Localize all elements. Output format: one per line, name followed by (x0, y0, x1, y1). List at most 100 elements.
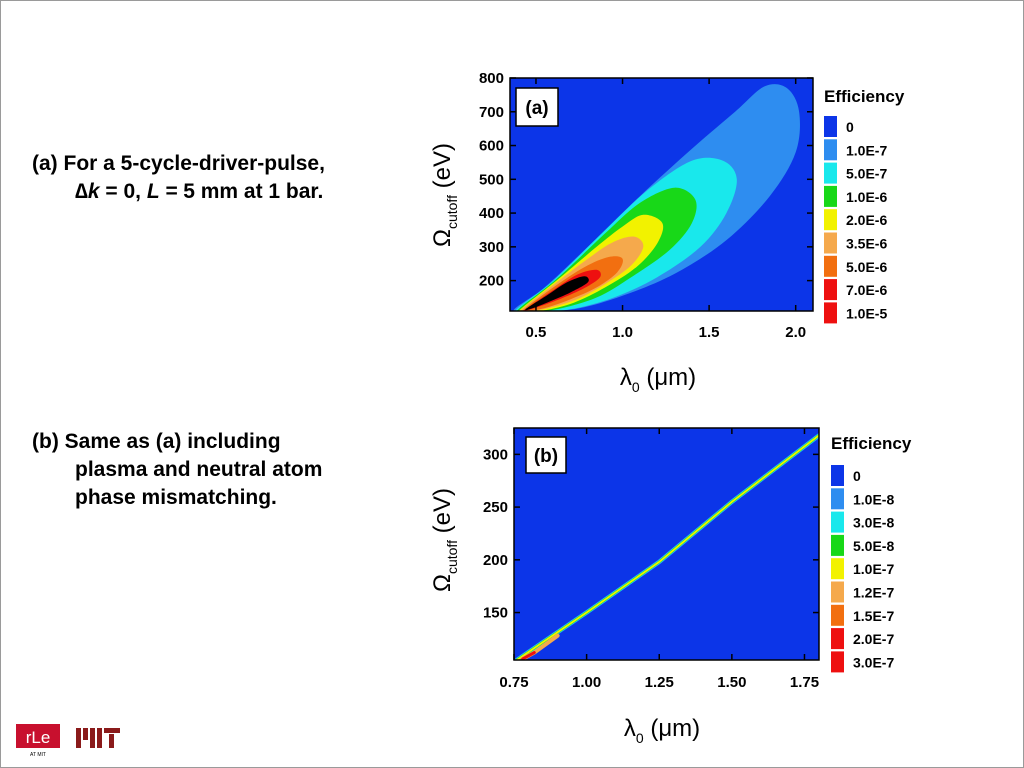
chart-a-frame (509, 77, 814, 312)
chart-b-frame (513, 427, 820, 661)
legend-b-swatch (831, 558, 844, 580)
y-tick-label-a: 200 (479, 273, 504, 290)
chart-b-tag-box (525, 436, 567, 474)
legend-a-label: 0 (846, 119, 854, 135)
contour-a-1.0E-5 (525, 276, 589, 311)
legend-b-swatch (831, 488, 844, 510)
legend-b-swatch (831, 651, 844, 673)
chart-b-xlabel: λ0 (μm) (624, 715, 700, 746)
chart-a-xlabel-symbol: λ (620, 364, 632, 391)
legend-a-label: 1.0E-5 (846, 305, 887, 321)
x-tick-label-a: 0.5 (526, 324, 547, 341)
legend-b-label: 3.0E-8 (853, 515, 894, 531)
chart-b-xlabel-symbol: λ (624, 715, 636, 742)
chart-a-legend: Efficiency 0 1.0E-7 5.0E-7 1.0E-6 2.0E-6 3.5E-… (824, 87, 905, 324)
footer-logos: rLe AT MIT (16, 722, 126, 763)
legend-a-swatch (824, 162, 837, 184)
legend-a-swatch (824, 209, 837, 231)
chart-b-xlabel-unit: (μm) (644, 715, 700, 742)
legend-a-swatch (824, 185, 837, 207)
chart-a-xlabel-unit: (μm) (640, 364, 696, 391)
hotspot-b-red (521, 651, 536, 660)
y-tick-label-a: 500 (479, 171, 504, 188)
legend-a-label: 2.0E-6 (846, 212, 887, 228)
legend-a-label: 3.5E-6 (846, 236, 887, 252)
chart-a-xlabel: λ0 (μm) (620, 364, 696, 395)
x-tick-label-b: 1.00 (572, 674, 601, 691)
legend-b-swatch (831, 581, 844, 603)
rle-logo-text: rLe (26, 728, 51, 747)
legend-a-swatch (824, 302, 837, 324)
x-tick-label-b: 0.75 (499, 674, 528, 691)
caption-a-line2-end: 5 mm at 1 bar. (177, 180, 324, 203)
caption-a-line2: ∆k = 0, L = 5 mm at 1 bar. (32, 178, 325, 206)
legend-b-swatch (831, 465, 844, 486)
chart-b-panel-label: (b) (534, 446, 558, 467)
chart-a-panel-label: (a) (525, 98, 548, 119)
y-tick-label-a: 300 (479, 239, 504, 256)
x-tick-label-a: 1.0 (612, 324, 633, 341)
legend-b-label: 1.0E-8 (853, 491, 894, 507)
legend-a-label: 7.0E-6 (846, 282, 887, 298)
chart-a-ylabel-symbol: Ω (429, 229, 456, 247)
legend-b-label: 1.0E-7 (853, 561, 894, 577)
y-tick-label-a: 700 (479, 104, 504, 121)
caption-a-line2-mid: = 0, (99, 180, 147, 203)
legend-a-swatch (824, 139, 837, 161)
ridge-b-1.0E-7 (516, 434, 819, 660)
legend-b-swatch (831, 628, 844, 650)
legend-a-swatch (824, 255, 837, 277)
chart-b-xlabel-sub: 0 (636, 730, 644, 746)
legend-a-swatch (824, 279, 837, 301)
legend-b-swatch (831, 604, 844, 626)
legend-a-swatch (824, 116, 837, 137)
legend-a-swatch (824, 232, 837, 254)
legend-b-label: 2.0E-7 (853, 631, 894, 647)
y-tick-label-b: 150 (483, 605, 508, 622)
chart-b-ticks: 0.75 1.00 1.25 1.50 1.75 150 200 250 300 (483, 428, 819, 691)
k-variable: k (87, 180, 100, 203)
chart-a-tag-box (515, 87, 559, 127)
legend-b-label: 3.0E-7 (853, 654, 894, 670)
y-tick-label-b: 300 (483, 446, 508, 463)
delta-symbol: ∆ (75, 180, 88, 203)
y-tick-label-a: 400 (479, 205, 504, 222)
y-tick-label-b: 200 (483, 552, 508, 569)
chart-b-ylabel-symbol: Ω (429, 574, 456, 592)
chart-a-ylabel-sub: cutoff (444, 195, 460, 229)
caption-a-line1: (a) For a 5-cycle-driver-pulse, (32, 152, 325, 175)
chart-a-ylabel: Ωcutoff (eV) (429, 143, 460, 247)
x-tick-label-a: 2.0 (785, 324, 806, 341)
rle-logo-subtext: AT MIT (30, 752, 46, 758)
rle-logo (16, 724, 60, 748)
x-tick-label-b: 1.50 (717, 674, 746, 691)
mit-logo (76, 728, 120, 748)
caption-b: (b) Same as (a) including plasma and neu… (32, 428, 322, 512)
legend-b-title: Efficiency (831, 434, 912, 453)
caption-a: (a) For a 5-cycle-driver-pulse, ∆k = 0, … (32, 150, 325, 206)
legend-b-label: 1.5E-7 (853, 608, 894, 624)
chart-a-ylabel-unit: (eV) (429, 143, 456, 195)
legend-b-swatch (831, 534, 844, 556)
legend-a-label: 5.0E-6 (846, 259, 887, 275)
y-tick-label-b: 250 (483, 499, 508, 516)
chart-a-ticks: 0.5 1.0 1.5 2.0 200 300 400 500 600 700 800 (479, 70, 813, 341)
chart-b-ylabel-unit: (eV) (429, 488, 456, 540)
legend-a-label: 5.0E-7 (846, 166, 887, 182)
chart-a-xlabel-sub: 0 (632, 379, 640, 395)
chart-b-ridge (514, 433, 819, 660)
chart-b-legend: Efficiency 0 1.0E-8 3.0E-8 5.0E-8 1.0E-7 1.2E-… (831, 434, 912, 673)
legend-a-title: Efficiency (824, 87, 905, 106)
legend-b-label: 5.0E-8 (853, 538, 894, 554)
logos-svg: rLe AT MIT (16, 724, 120, 758)
caption-b-line3: phase mismatching. (75, 486, 277, 509)
x-tick-label-b: 1.75 (790, 674, 819, 691)
chart-b-ylabel: Ωcutoff (eV) (429, 488, 460, 592)
legend-b-swatch (831, 511, 844, 533)
y-tick-label-a: 800 (479, 70, 504, 87)
caption-b-line1: (b) Same as (a) including (32, 430, 281, 453)
x-tick-label-a: 1.5 (699, 324, 720, 341)
legend-a-label: 1.0E-6 (846, 189, 887, 205)
